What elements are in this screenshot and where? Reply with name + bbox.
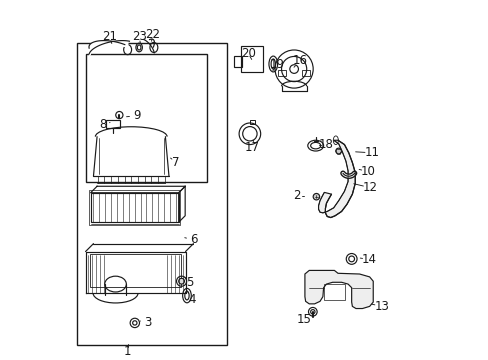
Text: 20: 20	[240, 47, 255, 60]
Text: 8: 8	[99, 118, 106, 131]
Text: 13: 13	[374, 300, 388, 313]
Bar	[89, 190, 180, 225]
Text: 19: 19	[269, 58, 284, 71]
Text: 2: 2	[292, 189, 300, 202]
Text: 14: 14	[362, 253, 376, 266]
Text: 16: 16	[292, 54, 307, 67]
Ellipse shape	[312, 193, 319, 200]
Text: 1: 1	[123, 345, 131, 358]
Text: 12: 12	[362, 181, 377, 194]
Bar	[302, 71, 310, 76]
Text: 23: 23	[131, 30, 146, 43]
Bar	[234, 56, 241, 67]
Bar	[90, 193, 178, 222]
Text: 4: 4	[188, 293, 196, 306]
Bar	[77, 43, 226, 345]
Bar	[86, 54, 206, 181]
Ellipse shape	[178, 278, 184, 284]
Text: 7: 7	[172, 156, 180, 169]
Ellipse shape	[335, 148, 341, 154]
Text: 5: 5	[186, 276, 193, 289]
Bar	[241, 46, 263, 72]
Text: 9: 9	[133, 109, 140, 122]
Text: 3: 3	[143, 316, 151, 329]
Bar	[249, 121, 254, 124]
Polygon shape	[305, 270, 372, 309]
Text: 11: 11	[364, 146, 379, 159]
Bar	[106, 120, 120, 128]
Polygon shape	[318, 140, 354, 217]
Text: 10: 10	[360, 165, 375, 179]
Text: 15: 15	[296, 313, 311, 326]
Text: 18: 18	[318, 138, 333, 151]
Bar	[277, 71, 285, 76]
Text: 17: 17	[244, 141, 260, 154]
Text: 22: 22	[145, 28, 160, 41]
Text: 6: 6	[189, 233, 197, 246]
Bar	[90, 254, 181, 287]
Bar	[323, 284, 345, 300]
Text: 21: 21	[102, 30, 117, 43]
